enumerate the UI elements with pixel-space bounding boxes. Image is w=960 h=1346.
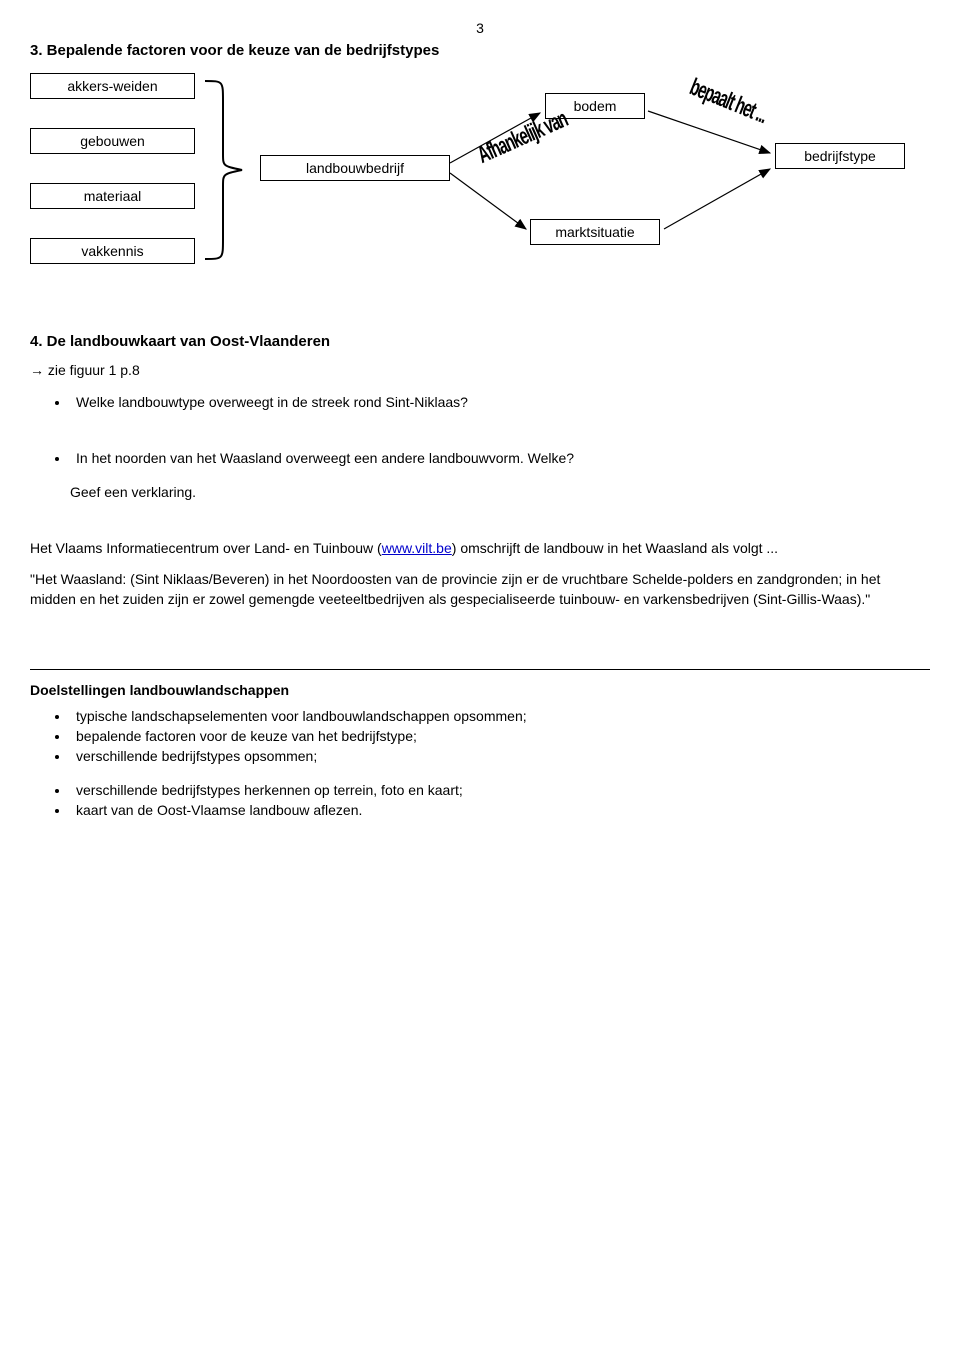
question-2: In het noorden van het Waasland overweeg… bbox=[70, 450, 930, 466]
goal-item: typische landschapselementen voor landbo… bbox=[70, 708, 930, 724]
para-pre: Het Vlaams Informatiecentrum over Land- … bbox=[30, 540, 382, 556]
goals-title: Doelstellingen landbouwlandschappen bbox=[30, 682, 930, 698]
question-list-1: Welke landbouwtype overweegt in de stree… bbox=[30, 394, 930, 410]
goals-list-1: typische landschapselementen voor landbo… bbox=[30, 708, 930, 764]
waasland-quote: "Het Waasland: (Sint Niklaas/Beveren) in… bbox=[30, 570, 930, 609]
marktsituatie-box: marktsituatie bbox=[530, 219, 660, 245]
goal-item: verschillende bedrijfstypes opsommen; bbox=[70, 748, 930, 764]
section-4-title: 4. De landbouwkaart van Oost-Vlaanderen bbox=[30, 333, 930, 350]
goal-item: kaart van de Oost-Vlaamse landbouw aflez… bbox=[70, 802, 930, 818]
para-post: ) omschrijft de landbouw in het Waasland… bbox=[452, 540, 778, 556]
goals-list-2: verschillende bedrijfstypes herkennen op… bbox=[30, 782, 930, 818]
see-figure-ref: → zie figuur 1 p.8 bbox=[30, 362, 930, 378]
bepaalt-label: bepaalt het ... bbox=[688, 78, 769, 124]
input-box-3: vakkennis bbox=[30, 238, 195, 264]
input-box-0: akkers-weiden bbox=[30, 73, 195, 99]
question-1: Welke landbouwtype overweegt in de stree… bbox=[70, 394, 930, 410]
question-3: Geef een verklaring. bbox=[70, 484, 930, 500]
page-number: 3 bbox=[30, 20, 930, 36]
vilt-link[interactable]: www.vilt.be bbox=[382, 540, 452, 556]
separator bbox=[30, 669, 930, 670]
factors-diagram: akkers-weiden gebouwen materiaal vakkennis l… bbox=[30, 73, 930, 313]
afhankelijk-label: Afhankelijk van bbox=[476, 110, 570, 164]
question-list-2: In het noorden van het Waasland overweeg… bbox=[30, 450, 930, 466]
center-box: landbouwbedrijf bbox=[260, 155, 450, 181]
goal-item: bepalende factoren voor de keuze van het… bbox=[70, 728, 930, 744]
section-3-title: 3. Bepalende factoren voor de keuze van … bbox=[30, 42, 930, 59]
goal-item: verschillende bedrijfstypes herkennen op… bbox=[70, 782, 930, 798]
info-paragraph: Het Vlaams Informatiecentrum over Land- … bbox=[30, 540, 930, 556]
input-box-2: materiaal bbox=[30, 183, 195, 209]
input-box-1: gebouwen bbox=[30, 128, 195, 154]
bedrijfstype-box: bedrijfstype bbox=[775, 143, 905, 169]
